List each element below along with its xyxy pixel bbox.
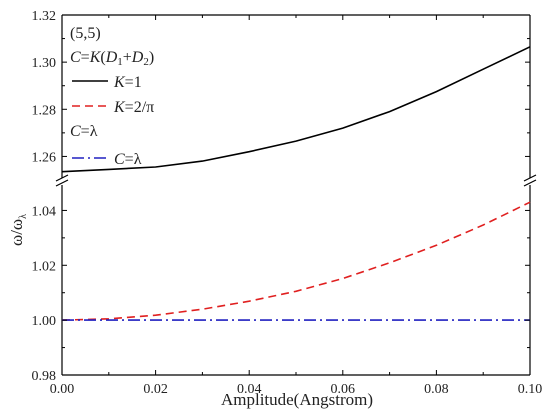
y-tick-label: 1.28	[32, 103, 57, 118]
x-axis-title: Amplitude(Angstrom)	[221, 390, 373, 409]
legend-group1-title: C=K(D1+D2)	[70, 49, 154, 68]
legend-group1-title-part: D	[131, 49, 144, 66]
legend-group2-title: C=λ	[70, 123, 98, 140]
legend-group1-title-part: =	[81, 49, 90, 66]
svg-text:ω/ωλ: ω/ωλ	[7, 214, 29, 246]
legend-group1-title-part: D	[105, 49, 118, 66]
left-axis-break-mark	[55, 174, 69, 182]
x-tick-label: 0.00	[50, 382, 75, 397]
y-axis-title-main: ω/ω	[7, 219, 26, 246]
x-tick-label: 0.04	[237, 382, 262, 397]
y-tick-label: 0.98	[32, 369, 57, 384]
legend-group2-title-part: C	[70, 123, 81, 140]
legend-group1-title-part: (	[100, 49, 105, 66]
legend-header: (5,5)	[70, 25, 101, 42]
legend-group2-title-part: =λ	[81, 123, 98, 140]
y-tick-label: 1.00	[32, 314, 57, 329]
x-tick-label: 0.08	[424, 382, 449, 397]
left-axis-break-mark	[55, 179, 69, 187]
x-tick-label: 0.06	[331, 382, 356, 397]
y-tick-label: 1.26	[32, 150, 57, 165]
legend-group1-title-part: 2	[143, 56, 149, 68]
legend-label-k1-part: K	[113, 74, 126, 91]
legend-group1-title-part: 1	[117, 56, 123, 68]
y-tick-label: 1.30	[32, 56, 57, 71]
series-layer	[61, 46, 531, 321]
y-tick-label: 1.02	[32, 259, 57, 274]
legend-label-c-lambda-part: =λ	[125, 151, 142, 168]
ticks-layer: 0.00 0.02 0.04 0.06 0.08 0.10 1.26 1.28 1.30 1.32…	[32, 9, 543, 397]
legend-group1-title-part: )	[149, 49, 154, 66]
plot-axes	[55, 14, 537, 376]
series-line	[61, 201, 531, 321]
legend-label-k2pi: K=2/π	[113, 99, 154, 116]
x-tick-label: 0.10	[518, 382, 543, 397]
legend-label-k2pi-part: K	[113, 99, 126, 116]
series-line	[61, 46, 531, 173]
legend: (5,5)C=K(D1+D2)K=1K=2/πC=λC=λ	[70, 25, 154, 168]
legend-label-k2pi-part: =2/π	[125, 99, 155, 116]
right-axis-break-mark	[523, 174, 537, 182]
legend-label-k1: K=1	[113, 74, 142, 91]
legend-group1-title-part: +	[123, 49, 132, 66]
y-axis-title: ω/ωλ	[7, 214, 29, 246]
legend-label-k1-part: =1	[125, 74, 142, 91]
x-tick-label: 0.02	[143, 382, 168, 397]
y-tick-label: 1.04	[32, 204, 57, 219]
y-tick-label: 1.32	[32, 9, 57, 24]
right-axis-break-mark	[523, 179, 537, 187]
legend-label-c-lambda-part: C	[114, 151, 125, 168]
legend-group1-title-part: C	[70, 49, 81, 66]
legend-group1-title-part: K	[89, 49, 102, 66]
y-axis-title-sub: λ	[18, 214, 29, 219]
legend-label-c-lambda: C=λ	[114, 151, 142, 168]
